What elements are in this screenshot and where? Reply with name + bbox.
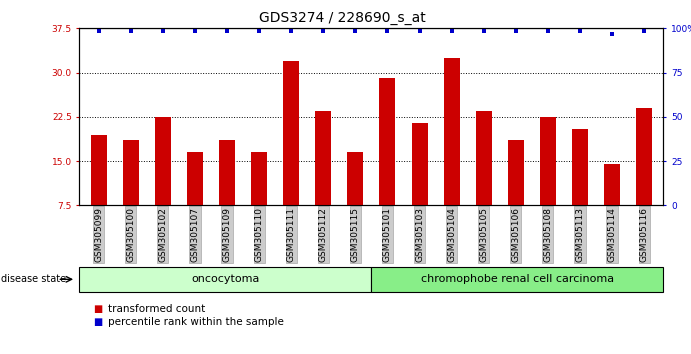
Point	[542, 28, 553, 34]
Point	[158, 28, 169, 34]
Bar	[283, 61, 299, 205]
Text: ■: ■	[93, 304, 102, 314]
Bar	[123, 141, 139, 205]
Point	[189, 28, 200, 34]
Point	[574, 28, 585, 34]
Point	[478, 28, 489, 34]
Point	[125, 28, 136, 34]
Bar	[636, 108, 652, 205]
Bar	[444, 58, 460, 205]
Text: oncocytoma: oncocytoma	[191, 274, 260, 284]
Bar	[412, 123, 428, 205]
Point	[285, 28, 296, 34]
Point	[318, 28, 329, 34]
Text: ■: ■	[93, 317, 102, 327]
Bar	[251, 152, 267, 205]
Text: transformed count: transformed count	[108, 304, 206, 314]
Bar	[572, 129, 588, 205]
Bar	[91, 135, 106, 205]
Point	[350, 28, 361, 34]
Bar	[475, 111, 492, 205]
Point	[254, 28, 265, 34]
Text: GDS3274 / 228690_s_at: GDS3274 / 228690_s_at	[259, 11, 426, 25]
Point	[638, 28, 650, 34]
Bar	[219, 141, 235, 205]
Text: percentile rank within the sample: percentile rank within the sample	[108, 317, 285, 327]
Bar	[348, 152, 363, 205]
Bar	[379, 79, 395, 205]
Text: disease state: disease state	[1, 274, 66, 284]
Bar	[540, 117, 556, 205]
Point	[510, 28, 521, 34]
Point	[222, 28, 233, 34]
Text: chromophobe renal cell carcinoma: chromophobe renal cell carcinoma	[421, 274, 614, 284]
Bar	[187, 152, 203, 205]
Point	[446, 28, 457, 34]
Bar	[604, 164, 620, 205]
Point	[382, 28, 393, 34]
Point	[93, 28, 104, 34]
Point	[414, 28, 425, 34]
Bar	[508, 141, 524, 205]
Bar	[155, 117, 171, 205]
Bar	[315, 111, 331, 205]
Point	[607, 32, 618, 37]
